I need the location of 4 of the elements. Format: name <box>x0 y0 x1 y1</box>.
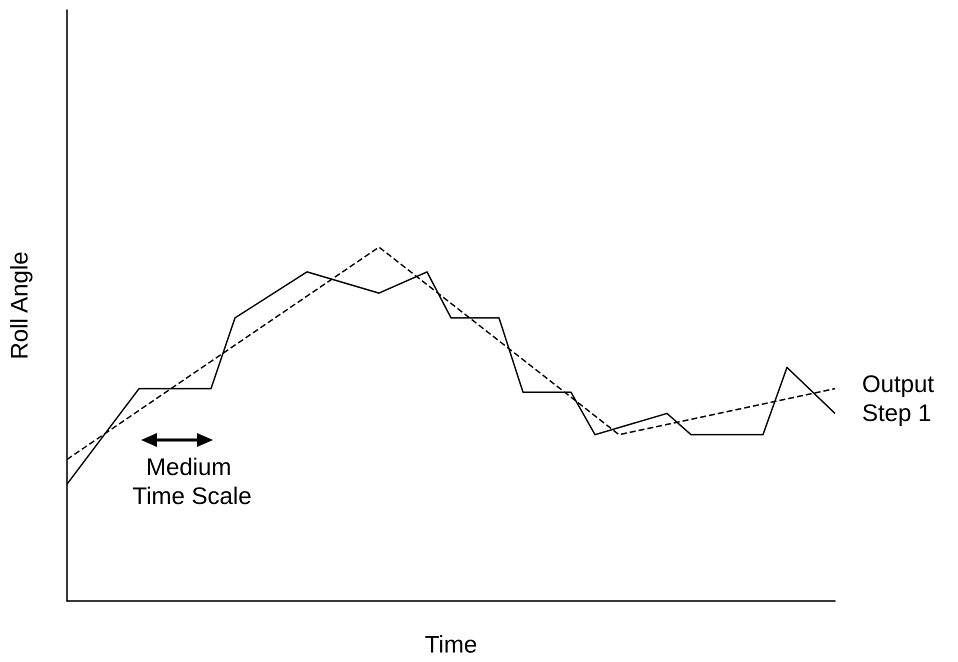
annotation: Medium Time Scale <box>132 454 252 510</box>
y-axis-title: Roll Angle <box>6 251 34 360</box>
x-axis-title: Time <box>424 632 478 658</box>
text: Output Step 1 <box>862 371 941 427</box>
